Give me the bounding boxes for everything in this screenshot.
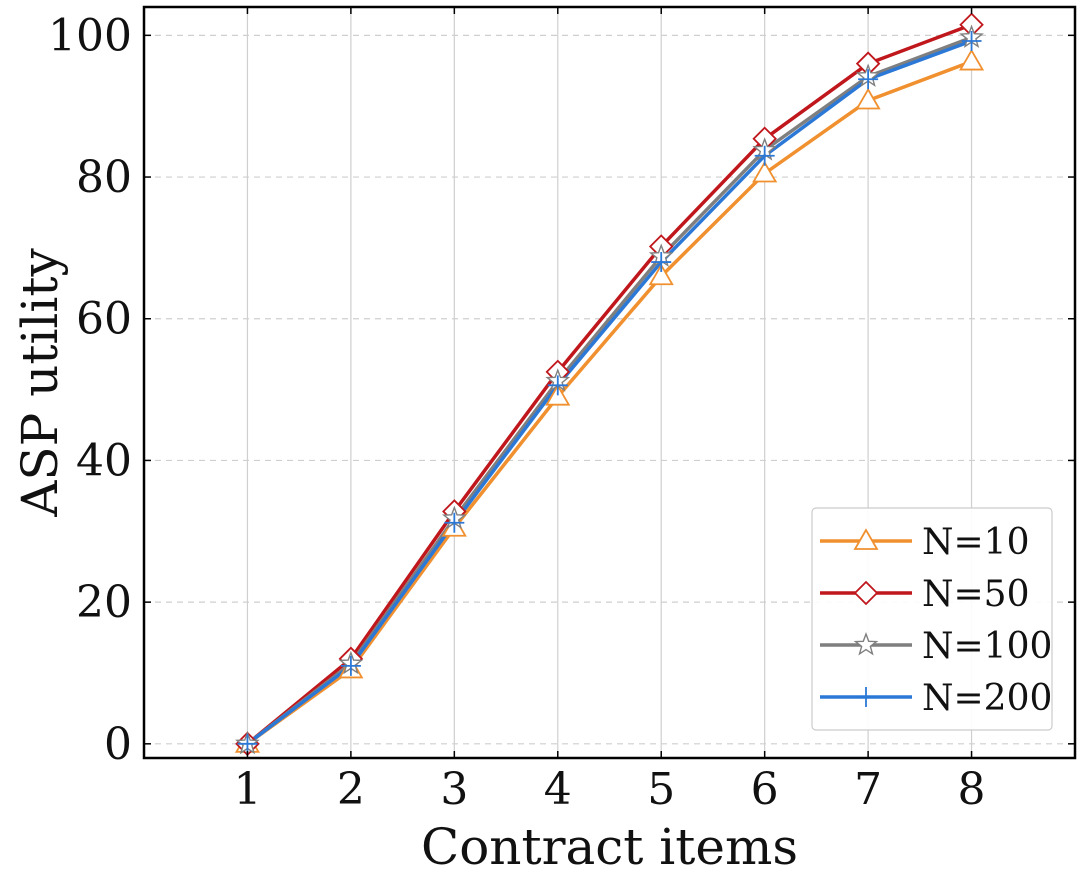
legend-marker-n50 <box>853 580 879 606</box>
x-tick-label: 8 <box>958 764 986 815</box>
y-tick-label: 40 <box>76 435 132 486</box>
legend-marker-n10 <box>853 528 879 550</box>
legend-label-n100: N=100 <box>922 626 1052 667</box>
data-point-n200 <box>547 375 568 396</box>
data-points <box>234 12 985 757</box>
legend-marker-n100 <box>853 631 879 656</box>
data-point-n200 <box>237 733 258 754</box>
legend-box <box>811 507 1053 731</box>
y-tick-label: 0 <box>104 719 132 770</box>
series-lines <box>246 23 973 746</box>
y-tick-label: 60 <box>76 294 132 345</box>
x-tick-label: 4 <box>544 764 572 815</box>
data-point-n200 <box>651 252 672 273</box>
x-axis-label: Contract items <box>421 818 798 872</box>
x-tick-label: 3 <box>440 764 468 815</box>
data-point-n200 <box>444 512 465 533</box>
plot-frame <box>142 5 1077 760</box>
x-tick-label: 5 <box>647 764 675 815</box>
y-tick-label: 100 <box>48 10 132 61</box>
data-point-n10 <box>855 87 881 110</box>
legend-marker-n200 <box>856 687 876 707</box>
series-line-n200 <box>246 39 973 746</box>
legend-label-n200: N=200 <box>922 678 1052 719</box>
data-point-n10 <box>958 48 985 71</box>
data-point-n200 <box>858 69 879 90</box>
x-tick-label: 7 <box>854 764 882 815</box>
data-point-n200 <box>961 31 982 52</box>
x-tick-label: 2 <box>337 764 365 815</box>
series-line-n10 <box>246 59 973 746</box>
x-tick-label: 1 <box>233 764 261 815</box>
data-point-n200 <box>340 655 361 676</box>
y-tick-label: 20 <box>76 577 132 628</box>
y-axis-label: ASP utility <box>11 247 69 517</box>
legend: N=10 N=50 N=100 N=200 <box>811 507 1053 731</box>
data-point-n10 <box>648 263 674 286</box>
series-line-n50 <box>246 23 973 746</box>
legend-label-n50: N=50 <box>922 574 1029 615</box>
x-tick-label: 6 <box>751 764 779 815</box>
legend-label-n10: N=10 <box>922 522 1029 563</box>
data-point-n200 <box>754 145 775 166</box>
axis-ticks <box>144 7 1075 758</box>
data-point-n10 <box>752 160 778 183</box>
y-tick-label: 80 <box>76 152 132 203</box>
